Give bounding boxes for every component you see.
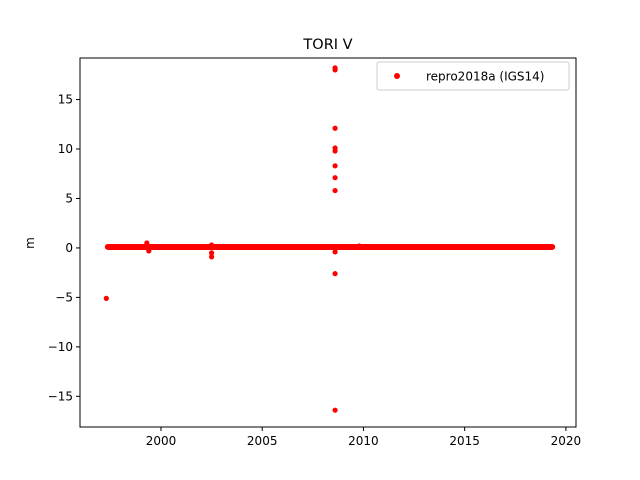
- data-point-2: [146, 248, 152, 254]
- x-tick-label-2010: 2010: [348, 434, 379, 448]
- x-tick-label-2000: 2000: [146, 434, 177, 448]
- plot-area: [103, 65, 556, 413]
- data-point-5: [208, 254, 215, 260]
- y-axis-label: m: [23, 237, 37, 249]
- axes-frame: [79, 57, 577, 428]
- data-point-0: [103, 295, 109, 301]
- data-point-11: [332, 163, 338, 169]
- data-point-15: [332, 271, 338, 277]
- x-tick-label-2015: 2015: [449, 434, 480, 448]
- legend-marker: [394, 73, 400, 79]
- legend-box: [376, 61, 570, 91]
- legend: repro2018a (IGS14): [376, 61, 570, 91]
- x-tick-label-2005: 2005: [247, 434, 278, 448]
- data-point-14: [332, 249, 338, 255]
- data-band: [104, 243, 556, 250]
- data-point-16: [332, 407, 338, 413]
- legend-label: repro2018a (IGS14): [426, 70, 544, 84]
- y-tick-label-5: 5: [65, 191, 73, 205]
- data-point-3: [208, 242, 215, 248]
- data-point-1: [144, 240, 150, 246]
- y-tick-label--15: −15: [48, 389, 73, 403]
- x-tick-label-2020: 2020: [551, 434, 582, 448]
- y-tick-label-0: 0: [65, 241, 73, 255]
- chart-title: TORI V: [302, 37, 352, 53]
- y-tick-label--5: −5: [55, 290, 73, 304]
- y-tick-label-15: 15: [58, 93, 73, 107]
- data-point-4: [208, 250, 215, 256]
- data-point-12: [332, 175, 338, 181]
- axes: 2000 2005 2010 2015 2020 −15 −10 −5 0 5 10 15: [48, 57, 582, 448]
- data-point-17: [356, 243, 362, 249]
- y-tick-label--10: −10: [48, 340, 73, 354]
- data-point-13: [332, 187, 338, 194]
- y-tick-label-10: 10: [58, 142, 73, 156]
- data-point-7: [332, 67, 338, 73]
- data-point-8: [332, 125, 338, 131]
- data-point-10: [332, 148, 338, 154]
